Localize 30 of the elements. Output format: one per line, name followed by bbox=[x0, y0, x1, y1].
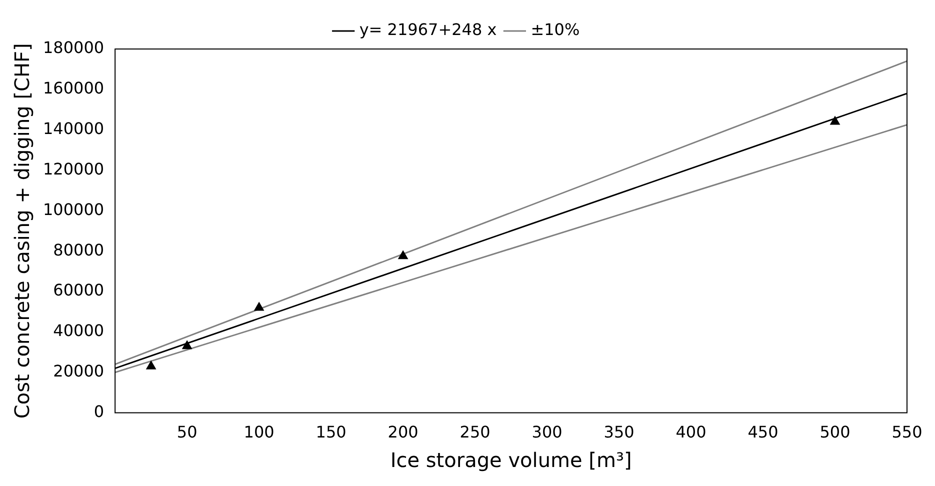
x-tick-label: 50 bbox=[176, 422, 198, 442]
y-tick-label: 100000 bbox=[43, 200, 104, 219]
y-tick-label: 80000 bbox=[53, 240, 104, 260]
x-tick-label: 350 bbox=[604, 422, 634, 442]
y-tick-label: 0 bbox=[94, 402, 104, 421]
legend-label: y= 21967+248 x bbox=[359, 20, 497, 40]
y-tick-label: 60000 bbox=[53, 280, 104, 300]
x-tick-label: 250 bbox=[460, 422, 490, 442]
y-tick-label: 160000 bbox=[43, 78, 104, 98]
x-tick-label: 500 bbox=[820, 422, 850, 442]
x-axis-title: Ice storage volume [m³] bbox=[390, 448, 632, 472]
x-tick-label: 100 bbox=[244, 422, 274, 442]
x-tick-label: 550 bbox=[892, 422, 922, 442]
y-axis-title: Cost concrete casing + digging [CHF] bbox=[10, 43, 34, 419]
y-tick-label: 40000 bbox=[53, 321, 104, 340]
point bbox=[254, 302, 264, 311]
point bbox=[830, 116, 840, 125]
x-tick-label: 450 bbox=[748, 422, 778, 442]
y-tick-label: 140000 bbox=[43, 119, 104, 138]
point bbox=[146, 360, 156, 370]
point bbox=[182, 340, 192, 350]
x-tick-label: 300 bbox=[532, 422, 562, 442]
y-tick-label: 180000 bbox=[43, 38, 104, 58]
y-tick-label: 120000 bbox=[43, 159, 104, 178]
x-tick-label: 200 bbox=[388, 422, 418, 442]
point bbox=[398, 250, 408, 260]
legend-label: ±10% bbox=[530, 20, 580, 40]
x-tick-label: 400 bbox=[676, 422, 706, 442]
y-tick-label: 20000 bbox=[53, 362, 104, 381]
x-tick-label: 150 bbox=[316, 422, 346, 442]
